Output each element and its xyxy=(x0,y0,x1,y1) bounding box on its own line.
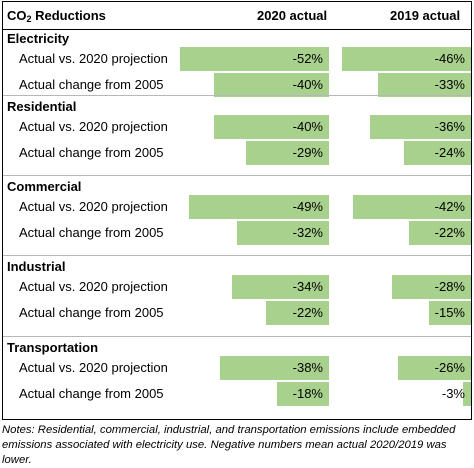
bar-2019 xyxy=(342,47,471,71)
row-label: Actual change from 2005 xyxy=(19,305,164,320)
bar-2020 xyxy=(245,141,329,165)
emissions-table: CO2 Reductions 2020 actual 2019 actual E… xyxy=(2,1,472,420)
row-label: Actual vs. 2020 projection xyxy=(19,199,168,214)
section-title-transportation: Transportation xyxy=(7,340,99,355)
section-title-residential: Residential xyxy=(7,99,77,114)
row-label: Actual vs. 2020 projection xyxy=(19,360,168,375)
bar-2019 xyxy=(378,73,471,97)
value-label-2019: -22% xyxy=(434,225,465,240)
row-label: Actual vs. 2020 projection xyxy=(19,279,168,294)
column-header-2020: 2020 actual xyxy=(257,8,328,23)
bar-2019 xyxy=(398,356,471,380)
bar-2020 xyxy=(265,301,329,325)
value-label-2020: -52% xyxy=(292,51,323,66)
value-label-2019: -28% xyxy=(434,279,465,294)
bar-2019 xyxy=(403,141,471,165)
bar-2019 xyxy=(392,275,471,299)
bar-2020 xyxy=(231,275,329,299)
value-label-2020: -40% xyxy=(292,119,323,134)
bar-2019 xyxy=(462,382,471,406)
column-header-2019: 2019 actual xyxy=(390,8,461,23)
row-label: Actual change from 2005 xyxy=(19,145,164,160)
bar-2020 xyxy=(214,73,329,97)
bar-2020 xyxy=(188,195,329,219)
value-label-2020: -22% xyxy=(292,305,323,320)
row-label: Actual change from 2005 xyxy=(19,77,164,92)
header-divider xyxy=(3,29,471,30)
value-label-2019: -15% xyxy=(434,305,465,320)
section-title-industrial: Industrial xyxy=(7,259,66,274)
row-label: Actual vs. 2020 projection xyxy=(19,51,168,66)
value-label-2020: -49% xyxy=(292,199,323,214)
notes-text: Notes: Residential, commercial, industri… xyxy=(2,424,456,466)
section-divider xyxy=(3,255,471,256)
row-label: Actual change from 2005 xyxy=(19,386,164,401)
value-label-2019: -33% xyxy=(434,77,465,92)
bar-2019 xyxy=(353,195,471,219)
value-label-2019: -26% xyxy=(434,360,465,375)
value-label-2020: -18% xyxy=(292,386,323,401)
table-title: CO2 Reductions xyxy=(7,8,106,24)
bar-2020 xyxy=(214,115,329,139)
value-label-2019: -24% xyxy=(434,145,465,160)
value-label-2020: -34% xyxy=(292,279,323,294)
value-label-2020: -40% xyxy=(292,77,323,92)
value-label-2019: -3% xyxy=(441,386,465,401)
value-label-2020: -38% xyxy=(292,360,323,375)
row-label: Actual vs. 2020 projection xyxy=(19,119,168,134)
bar-2020 xyxy=(277,382,329,406)
value-label-2019: -36% xyxy=(434,119,465,134)
section-title-electricity: Electricity xyxy=(7,31,70,46)
section-title-commercial: Commercial xyxy=(7,179,82,194)
row-label: Actual change from 2005 xyxy=(19,225,164,240)
bar-2020 xyxy=(220,356,329,380)
bar-2019 xyxy=(370,115,471,139)
bar-2020 xyxy=(237,221,329,245)
value-label-2019: -42% xyxy=(434,199,465,214)
bar-2019 xyxy=(409,221,471,245)
section-divider xyxy=(3,95,471,96)
value-label-2020: -29% xyxy=(292,145,323,160)
value-label-2020: -32% xyxy=(292,225,323,240)
section-divider xyxy=(3,336,471,337)
section-divider xyxy=(3,175,471,176)
value-label-2019: -46% xyxy=(434,51,465,66)
bar-2020 xyxy=(180,47,329,71)
bar-2019 xyxy=(428,301,471,325)
